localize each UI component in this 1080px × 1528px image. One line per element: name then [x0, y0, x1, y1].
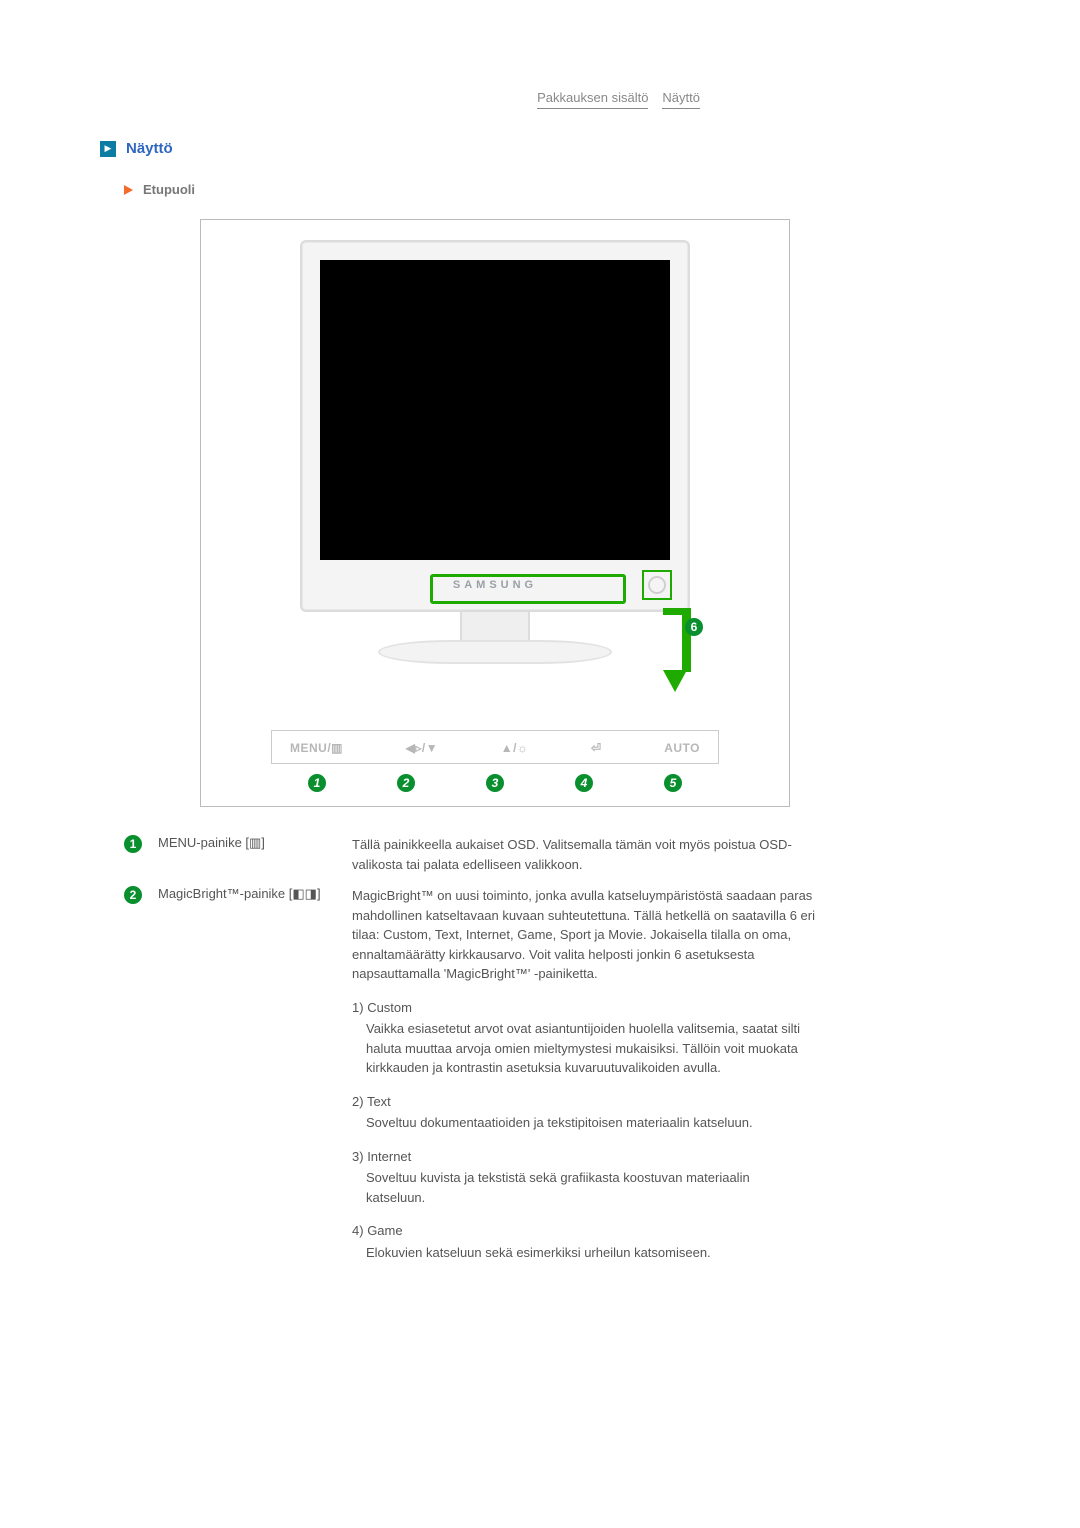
mode-text: Elokuvien katseluun sekä esimerkiksi urh… [366, 1243, 806, 1263]
mode-text: Vaikka esiasetetut arvot ovat asiantunti… [366, 1019, 806, 1078]
panel-label-menu: MENU/▥ [290, 741, 343, 755]
mode-item: 2) Text Soveltuu dokumentaatioiden ja te… [352, 1092, 827, 1133]
item-label: MENU-painike [▥] [158, 835, 338, 874]
item-number: 1 [124, 835, 142, 853]
top-nav: Pakkauksen sisältöNäyttö [100, 90, 980, 105]
desc-row: 1 MENU-painike [▥] Tällä painikkeella au… [124, 835, 980, 874]
subsection-title: Etupuoli [143, 182, 195, 197]
panel-label-mb: ◀▹/▼ [406, 741, 438, 755]
mode-text: Soveltuu kuvista ja tekstistä sekä grafi… [366, 1168, 806, 1207]
mode-title: Text [367, 1094, 391, 1109]
mode-num: 4) [352, 1223, 364, 1238]
mode-item: 3) Internet Soveltuu kuvista ja tekstist… [352, 1147, 827, 1208]
panel-label-bright: ▲/☼ [501, 741, 529, 755]
item-number: 2 [124, 886, 142, 904]
callout-number-3: 3 [486, 774, 504, 792]
mode-num: 2) [352, 1094, 364, 1109]
callout-number-6: 6 [685, 618, 703, 636]
callout-number-5: 5 [664, 774, 682, 792]
item-body: MagicBright™ on uusi toiminto, jonka avu… [352, 886, 827, 1276]
brand-row: SAMSUNG [320, 572, 670, 598]
arrow-teal-icon [100, 141, 116, 157]
mode-item: 1) Custom Vaikka esiasetetut arvot ovat … [352, 998, 827, 1078]
mode-title: Custom [367, 1000, 412, 1015]
mode-title: Game [367, 1223, 402, 1238]
item-body: Tällä painikkeella aukaiset OSD. Valitse… [352, 835, 827, 874]
callout-number-1: 1 [308, 774, 326, 792]
monitor-screen [320, 260, 670, 560]
monitor-bezel: SAMSUNG [300, 240, 690, 612]
button-panel: MENU/▥ ◀▹/▼ ▲/☼ ⏎ AUTO [271, 730, 719, 764]
page: Pakkauksen sisältöNäyttö Näyttö Etupuoli… [0, 0, 1080, 1348]
nav-link-package[interactable]: Pakkauksen sisältö [537, 90, 648, 109]
panel-label-enter: ⏎ [591, 741, 602, 755]
desc-row: 2 MagicBright™-painike [◧◨] MagicBright™… [124, 886, 980, 1276]
arrow-orange-icon [124, 185, 133, 195]
subsection-heading: Etupuoli [124, 182, 980, 197]
mode-list: 1) Custom Vaikka esiasetetut arvot ovat … [352, 998, 827, 1263]
mode-num: 3) [352, 1149, 364, 1164]
item-body-text: MagicBright™ on uusi toiminto, jonka avu… [352, 888, 815, 981]
mode-item: 4) Game Elokuvien katseluun sekä esimerk… [352, 1221, 827, 1262]
callout-number-2: 2 [397, 774, 415, 792]
monitor-stand-base [378, 640, 612, 664]
mode-title: Internet [367, 1149, 411, 1164]
callout-number-4: 4 [575, 774, 593, 792]
monitor-figure: SAMSUNG 6 MENU/▥ ◀▹/▼ ▲/☼ ⏎ AUTO [200, 219, 790, 807]
control-highlight-box [430, 574, 626, 604]
mode-text: Soveltuu dokumentaatioiden ja tekstipito… [366, 1113, 806, 1133]
nav-link-display[interactable]: Näyttö [662, 90, 700, 109]
monitor-stand-neck [460, 612, 530, 640]
section-heading: Näyttö [100, 140, 980, 157]
mode-num: 1) [352, 1000, 364, 1015]
description-list: 1 MENU-painike [▥] Tällä painikkeella au… [124, 835, 980, 1276]
monitor: SAMSUNG [300, 240, 690, 664]
power-highlight-box [642, 570, 672, 600]
section-title: Näyttö [126, 140, 173, 157]
power-led-icon [648, 576, 666, 594]
button-panel-numbers: 1 2 3 4 5 [290, 774, 700, 792]
item-label: MagicBright™-painike [◧◨] [158, 886, 338, 1276]
panel-label-auto: AUTO [664, 741, 700, 755]
